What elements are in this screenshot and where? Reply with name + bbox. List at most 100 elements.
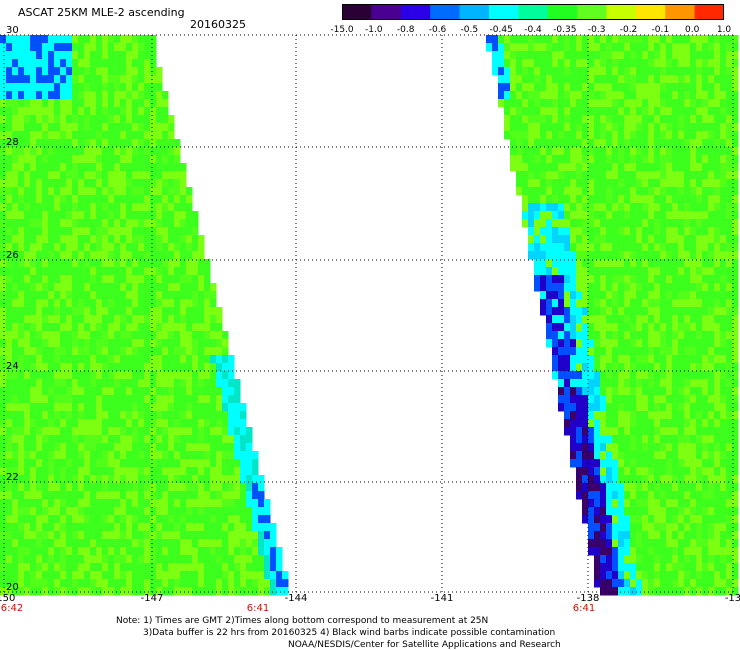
swath-cell	[162, 483, 169, 492]
swath-cell	[0, 443, 7, 452]
swath-cell	[132, 259, 139, 268]
swath-cell	[192, 347, 199, 356]
swath-cell	[30, 323, 37, 332]
swath-cell	[732, 195, 739, 204]
swath-cell	[144, 35, 151, 44]
swath-cell	[204, 507, 211, 516]
swath-cell	[702, 227, 709, 236]
swath-cell	[612, 195, 619, 204]
swath-cell	[582, 171, 589, 180]
swath-cell	[624, 131, 631, 140]
swath-cell	[594, 475, 601, 484]
swath-cell	[246, 475, 253, 484]
swath-cell	[60, 531, 67, 540]
swath-cell	[732, 291, 739, 300]
swath-cell	[540, 75, 547, 84]
swath-cell	[630, 427, 637, 436]
swath-cell	[612, 107, 619, 116]
swath-cell	[648, 243, 655, 252]
swath-cell	[198, 483, 205, 492]
swath-cell	[678, 475, 685, 484]
swath-cell	[90, 219, 97, 228]
swath-cell	[18, 411, 25, 420]
swath-cell	[732, 131, 739, 140]
swath-cell	[660, 547, 667, 556]
swath-cell	[0, 227, 7, 236]
swath-cell	[12, 115, 19, 124]
swath-cell	[576, 83, 583, 92]
swath-cell	[642, 395, 649, 404]
swath-cell	[660, 235, 667, 244]
swath-cell	[126, 387, 133, 396]
swath-cell	[54, 411, 61, 420]
swath-cell	[570, 451, 577, 460]
swath-cell	[678, 355, 685, 364]
swath-cell	[198, 355, 205, 364]
swath-cell	[54, 347, 61, 356]
swath-cell	[630, 347, 637, 356]
swath-cell	[114, 587, 121, 596]
swath-cell	[672, 443, 679, 452]
swath-cell	[630, 499, 637, 508]
swath-cell	[216, 523, 223, 532]
swath-cell	[708, 59, 715, 68]
swath-cell	[600, 419, 607, 428]
swath-cell	[228, 443, 235, 452]
swath-cell	[636, 523, 643, 532]
swath-cell	[102, 571, 109, 580]
swath-cell	[108, 363, 115, 372]
swath-cell	[648, 507, 655, 516]
swath-cell	[6, 203, 13, 212]
swath-cell	[30, 107, 37, 116]
swath-cell	[0, 83, 7, 92]
swath-cell	[84, 387, 91, 396]
swath-cell	[108, 491, 115, 500]
swath-cell	[636, 491, 643, 500]
swath-cell	[660, 483, 667, 492]
swath-cell	[678, 371, 685, 380]
swath-cell	[588, 363, 595, 372]
swath-cell	[78, 379, 85, 388]
swath-cell	[138, 347, 145, 356]
swath-cell	[696, 211, 703, 220]
swath-cell	[84, 51, 91, 60]
swath-cell	[174, 259, 181, 268]
swath-cell	[246, 563, 253, 572]
swath-cell	[252, 563, 259, 572]
swath-cell	[162, 467, 169, 476]
swath-cell	[144, 339, 151, 348]
swath-cell	[18, 83, 25, 92]
longitude-label: -150	[0, 593, 15, 604]
swath-cell	[258, 523, 265, 532]
swath-cell	[732, 235, 739, 244]
swath-cell	[630, 315, 637, 324]
swath-cell	[156, 419, 163, 428]
swath-cell	[126, 419, 133, 428]
swath-cell	[654, 99, 661, 108]
swath-cell	[18, 35, 25, 44]
swath-cell	[720, 51, 727, 60]
swath-cell	[714, 523, 721, 532]
swath-cell	[54, 363, 61, 372]
swath-cell	[96, 403, 103, 412]
swath-cell	[696, 219, 703, 228]
swath-cell	[654, 67, 661, 76]
swath-cell	[690, 251, 697, 260]
swath-cell	[612, 491, 619, 500]
swath-cell	[180, 427, 187, 436]
swath-cell	[174, 555, 181, 564]
swath-cell	[168, 283, 175, 292]
swath-cell	[96, 515, 103, 524]
swath-cell	[234, 427, 241, 436]
swath-cell	[564, 339, 571, 348]
swath-cell	[78, 507, 85, 516]
swath-cell	[690, 339, 697, 348]
swath-cell	[720, 163, 727, 172]
swath-cell	[564, 387, 571, 396]
swath-cell	[42, 459, 49, 468]
swath-cell	[552, 195, 559, 204]
swath-cell	[660, 523, 667, 532]
swath-cell	[18, 483, 25, 492]
swath-cell	[114, 235, 121, 244]
swath-cell	[78, 491, 85, 500]
